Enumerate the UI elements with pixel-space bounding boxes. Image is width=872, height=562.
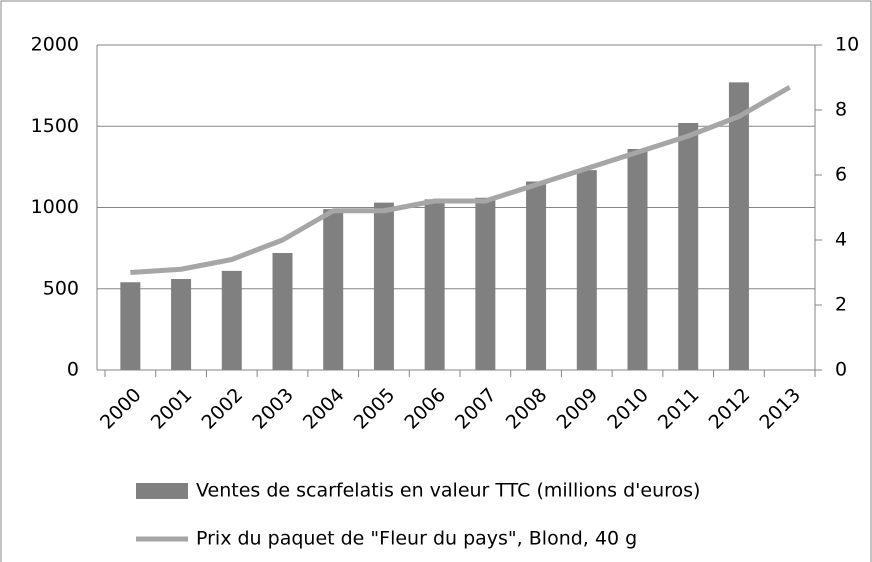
- y2-tick-label: 10: [835, 34, 859, 56]
- x-tick-label: 2006: [400, 384, 450, 434]
- x-tick-label: 2010: [603, 384, 653, 434]
- x-tick-label: 2013: [755, 384, 805, 434]
- legend-label: Prix du paquet de "Fleur du pays", Blond…: [196, 528, 637, 550]
- x-tick-label: 2003: [248, 384, 298, 434]
- bar: [221, 270, 242, 370]
- bar: [728, 82, 749, 370]
- y2-tick-label: 6: [835, 164, 847, 186]
- bar: [475, 197, 496, 370]
- bar: [323, 209, 344, 370]
- bar: [272, 253, 293, 370]
- x-tick-label: 2009: [552, 384, 602, 434]
- y2-tick-label: 8: [835, 99, 847, 121]
- x-tick-label: 2000: [96, 384, 146, 434]
- y-tick-label: 500: [43, 277, 79, 299]
- y-tick-label: 1000: [31, 196, 79, 218]
- x-tick-label: 2004: [299, 384, 349, 434]
- x-tick-label: 2012: [705, 384, 755, 434]
- x-tick-label: 2001: [147, 384, 197, 434]
- bar: [120, 282, 141, 370]
- bar: [678, 123, 699, 370]
- bar: [171, 279, 192, 370]
- x-tick-label: 2007: [451, 384, 501, 434]
- bar: [576, 170, 597, 370]
- x-tick-label: 2011: [654, 384, 704, 434]
- bar: [373, 202, 394, 370]
- y-tick-label: 0: [67, 359, 79, 381]
- legend-label: Ventes de scarfelatis en valeur TTC (mil…: [196, 480, 700, 502]
- y2-tick-label: 2: [835, 294, 847, 316]
- x-tick-label: 2008: [502, 384, 552, 434]
- legend-swatch: [136, 483, 188, 499]
- bar: [526, 181, 547, 370]
- y2-tick-label: 0: [835, 359, 847, 381]
- y-tick-label: 1500: [31, 115, 79, 137]
- x-tick-label: 2005: [350, 384, 400, 434]
- line: [130, 85, 791, 275]
- x-tick-label: 2002: [197, 384, 247, 434]
- y2-tick-label: 4: [835, 229, 847, 251]
- bar: [424, 199, 445, 370]
- bar: [627, 149, 648, 370]
- y-tick-label: 2000: [31, 34, 79, 56]
